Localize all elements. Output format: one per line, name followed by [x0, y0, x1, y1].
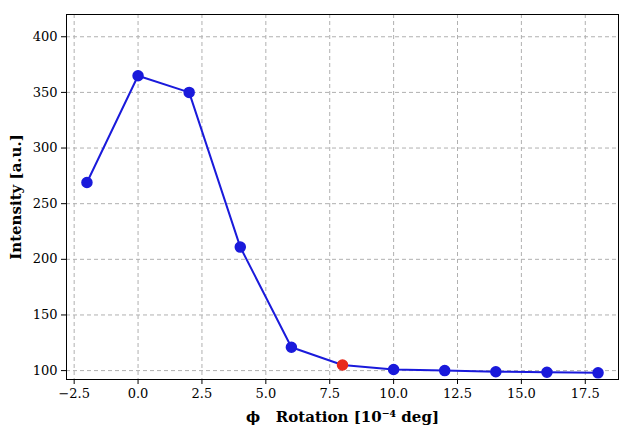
- svg-text:100: 100: [33, 363, 58, 378]
- svg-text:200: 200: [33, 251, 58, 266]
- svg-text:Intensity [a.u.]: Intensity [a.u.]: [7, 134, 25, 260]
- svg-text:−2.5: −2.5: [58, 386, 90, 401]
- svg-text:2.5: 2.5: [192, 386, 213, 401]
- svg-text:150: 150: [33, 307, 58, 322]
- svg-text:400: 400: [33, 29, 58, 44]
- svg-text:7.5: 7.5: [319, 386, 340, 401]
- svg-text:ϕ Rotation [10⁻⁴ deg]: ϕ Rotation [10⁻⁴ deg]: [246, 408, 439, 426]
- svg-text:5.0: 5.0: [255, 386, 276, 401]
- svg-text:300: 300: [33, 140, 58, 155]
- svg-text:17.5: 17.5: [571, 386, 600, 401]
- svg-text:0.0: 0.0: [128, 386, 149, 401]
- svg-text:250: 250: [33, 196, 58, 211]
- svg-text:15.0: 15.0: [507, 386, 536, 401]
- svg-text:12.5: 12.5: [443, 386, 472, 401]
- svg-text:350: 350: [33, 85, 58, 100]
- svg-text:10.0: 10.0: [379, 386, 408, 401]
